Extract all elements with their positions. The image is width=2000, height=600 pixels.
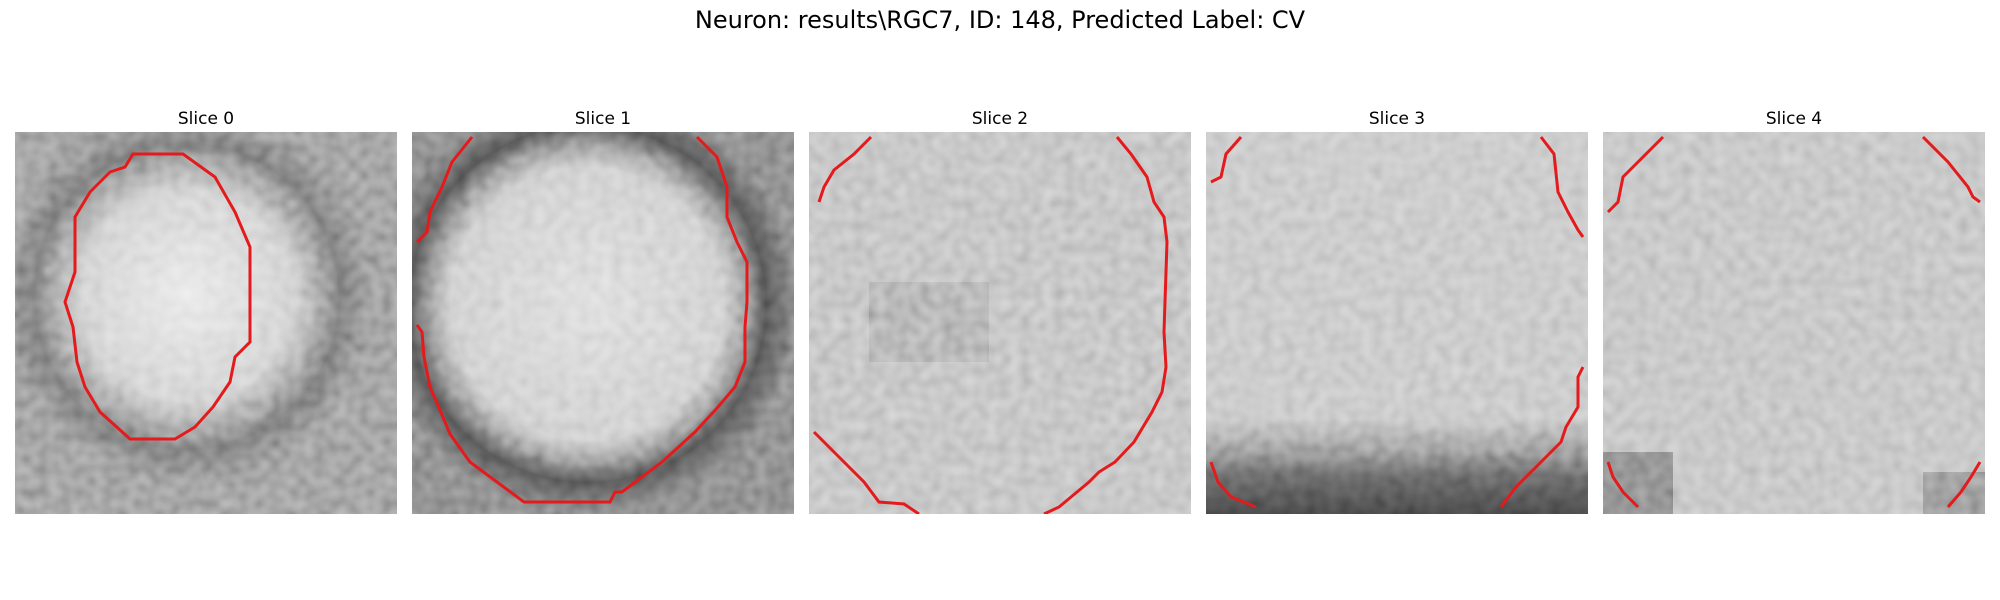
contour-line bbox=[817, 135, 873, 203]
slice-image-2 bbox=[809, 132, 1191, 514]
slice-image-4 bbox=[1603, 132, 1985, 514]
slice-title-1: Slice 1 bbox=[574, 109, 632, 129]
slice-image-1 bbox=[412, 132, 794, 514]
contour-line bbox=[1946, 461, 1982, 508]
contour-line bbox=[1606, 461, 1640, 509]
contour-line bbox=[63, 152, 252, 441]
contour-line bbox=[1499, 366, 1585, 508]
slice-image-0 bbox=[15, 132, 397, 514]
contour-line bbox=[1210, 136, 1243, 184]
contour-line bbox=[1539, 136, 1585, 238]
contour-line bbox=[1209, 461, 1257, 509]
slice-panel-2: Slice 2 bbox=[809, 106, 1191, 514]
figure-title: Neuron: results\RGC7, ID: 148, Predicted… bbox=[694, 6, 1306, 34]
contour-line bbox=[1606, 135, 1665, 214]
slice-panel-0: Slice 0 bbox=[15, 106, 397, 514]
slice-title-3: Slice 3 bbox=[1368, 109, 1426, 129]
slice-image-3 bbox=[1206, 132, 1588, 514]
contour-line bbox=[415, 136, 474, 244]
slice-title-2: Slice 2 bbox=[971, 109, 1029, 129]
contour-line bbox=[415, 135, 749, 504]
slice-panel-1: Slice 1 bbox=[412, 106, 794, 514]
slice-panel-4: Slice 4 bbox=[1603, 106, 1985, 514]
slice-title-4: Slice 4 bbox=[1765, 109, 1823, 129]
contour-line bbox=[812, 430, 920, 514]
slice-title-0: Slice 0 bbox=[177, 109, 235, 129]
contour-line bbox=[1921, 135, 1981, 204]
slice-panel-3: Slice 3 bbox=[1206, 106, 1588, 514]
contour-line bbox=[1043, 136, 1169, 514]
